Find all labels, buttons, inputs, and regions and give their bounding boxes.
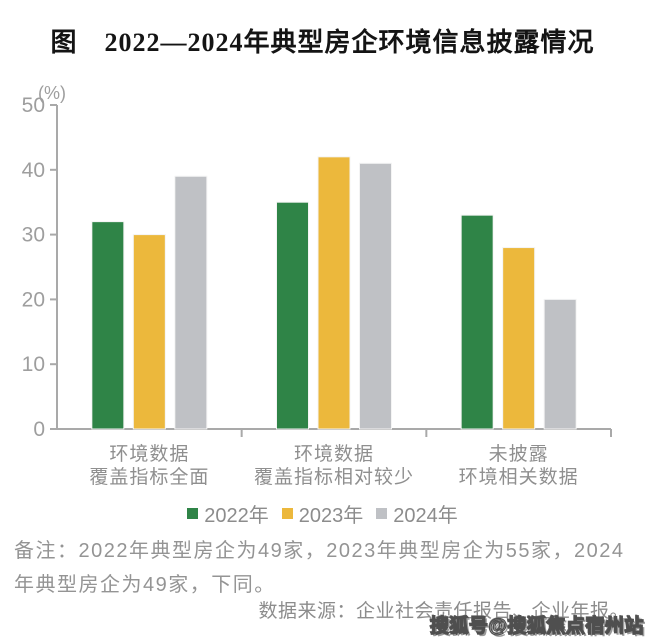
legend-label: 2022年 (204, 504, 269, 527)
x-category-label: 环境数据覆盖指标相对较少 (254, 443, 414, 488)
legend-item-2024年: 2024年 (376, 499, 458, 528)
chart-title: 图 2022—2024年典型房企环境信息披露情况 (50, 28, 595, 57)
legend-label: 2023年 (298, 504, 364, 527)
chart-legend: 2022年 2023年 2024年 (0, 499, 645, 528)
y-axis-unit-label: (%) (38, 83, 66, 103)
x-category-label: 未披露环境相关数据 (459, 443, 579, 488)
legend-label: 2024年 (393, 504, 458, 527)
bar-2024年-group1 (174, 175, 208, 430)
bar-2023年-group2 (317, 156, 351, 430)
bar-2024年-group2 (359, 162, 392, 430)
y-tick-label: 30 (22, 224, 45, 247)
bar-2022年-group1 (91, 221, 125, 430)
legend-swatch-icon (281, 508, 293, 519)
watermark-text: 搜狐号@搜狐焦点宿州站 (429, 615, 644, 637)
legend-item-2022年: 2022年 (187, 499, 269, 528)
y-tick-label: 10 (22, 353, 45, 376)
bar-chart: 0 10 20 30 40 50(%) 环境数据覆盖指标全面环境数据覆盖指标相对较少未披露环… (22, 83, 612, 488)
note-line-2: 年典型房企为49家，下同。 (14, 574, 276, 596)
source-text: 数据来源：企业社会责任报告、企业年报。 (258, 601, 629, 622)
y-tick-label: 0 (33, 418, 45, 441)
bar-2022年-group2 (276, 201, 309, 430)
bar-2023年-group1 (132, 234, 166, 430)
bar-2024年-group3 (543, 298, 577, 430)
note-text: 备注：2022年典型房企为49家，2023年典型房企为55家，2024 年典型房… (14, 534, 626, 602)
legend-swatch-icon (376, 508, 388, 519)
y-tick-label: 20 (22, 288, 45, 311)
y-tick-label: 40 (22, 159, 45, 182)
bar-2022年-group3 (460, 214, 494, 430)
y-tick-label: 50 (22, 94, 45, 117)
legend-swatch-icon (187, 508, 199, 519)
note-line-1: 备注：2022年典型房企为49家，2023年典型房企为55家，2024 (14, 540, 625, 562)
x-category-label: 环境数据覆盖指标全面 (89, 443, 209, 488)
legend-item-2023年: 2023年 (281, 499, 364, 528)
bar-2023年-group3 (502, 247, 536, 430)
